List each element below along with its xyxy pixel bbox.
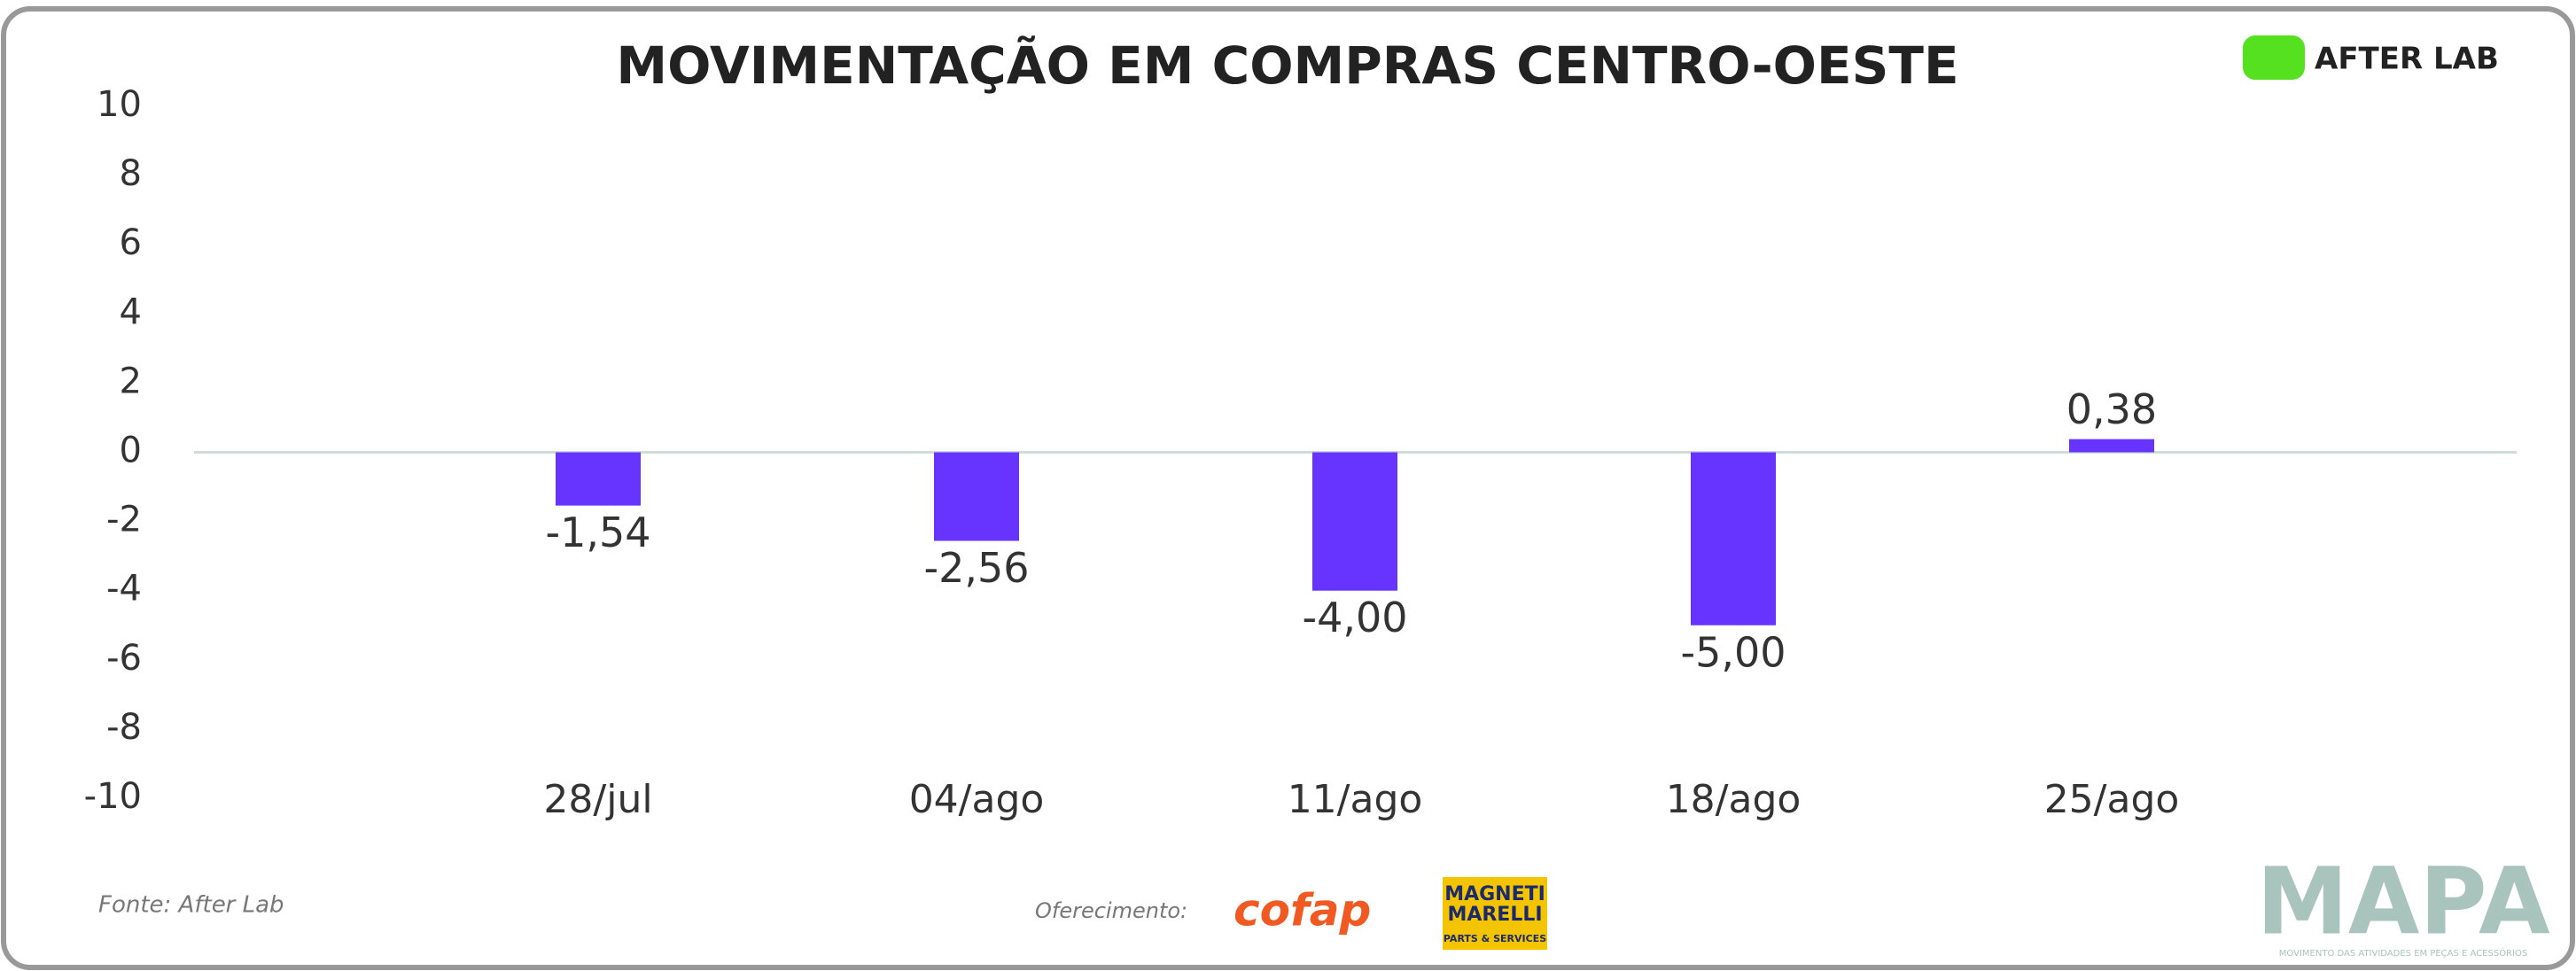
x-tick-label: 18/ago: [1666, 777, 1802, 822]
sponsor-logo: cofap: [1234, 885, 1371, 936]
chart-title: MOVIMENTAÇÃO EM COMPRAS CENTRO-OESTE: [616, 35, 1958, 96]
bar: [2069, 439, 2154, 453]
frame: [1, 6, 2575, 970]
bar: [1312, 452, 1397, 591]
y-tick-label: 4: [120, 291, 142, 332]
logo-icon: [2243, 35, 2305, 80]
sponsor-label: Oferecimento:: [1035, 898, 1187, 923]
y-tick-label: 10: [97, 84, 142, 125]
value-label: -4,00: [1302, 594, 1407, 641]
logo-text: AFTER LAB: [2315, 42, 2499, 77]
y-tick-label: -8: [106, 707, 142, 748]
y-tick-label: 6: [120, 222, 142, 263]
value-label: -2,56: [923, 544, 1029, 592]
x-tick-label: 04/ago: [909, 777, 1045, 822]
x-tick-label: 11/ago: [1288, 777, 1423, 822]
y-tick-label: -4: [106, 569, 142, 610]
y-tick-label: -6: [106, 638, 142, 679]
source: Fonte: After Lab: [98, 892, 284, 919]
sponsor-tagline: PARTS & SERVICES: [1444, 933, 1546, 944]
x-tick-label: 25/ago: [2044, 777, 2180, 822]
y-tick-label: -10: [84, 776, 142, 817]
sponsor-logo: MAGNETI: [1444, 883, 1545, 905]
sponsor-logo: MARELLI: [1447, 904, 1542, 926]
y-tick-label: 0: [120, 431, 142, 471]
bar: [1691, 452, 1776, 625]
y-tick-label: 8: [120, 153, 142, 194]
value-label: 0,38: [2066, 385, 2157, 433]
sponsor-box: [1443, 877, 1547, 950]
brand-tagline: MOVIMENTO DAS ATIVIDADES EM PEÇAS E ACES…: [2279, 947, 2527, 959]
brand: MAPA: [2256, 847, 2549, 955]
value-label: -1,54: [545, 509, 650, 556]
x-tick-label: 28/jul: [543, 777, 652, 822]
bar: [556, 452, 641, 506]
y-tick-label: -2: [106, 500, 142, 540]
value-label: -5,00: [1680, 628, 1786, 676]
y-tick-label: 2: [120, 361, 142, 401]
bar: [934, 452, 1019, 541]
